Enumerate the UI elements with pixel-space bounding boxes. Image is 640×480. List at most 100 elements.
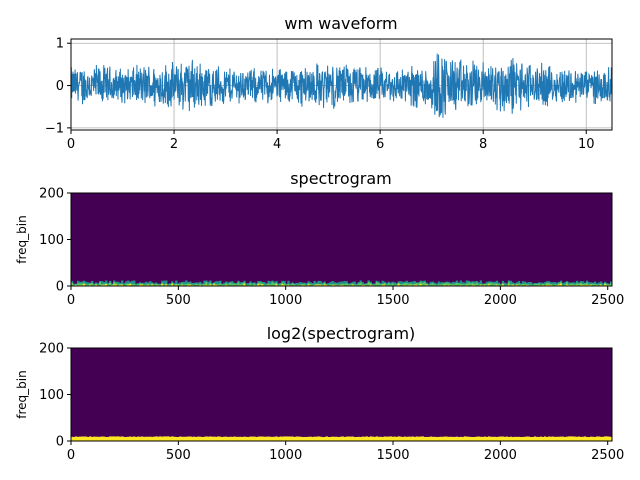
spectrogram-band-cell — [531, 284, 535, 286]
spectrogram-band-cell — [423, 282, 426, 286]
log-spectrogram-band-cell — [75, 436, 78, 441]
log-spectrogram-band-cell — [239, 436, 242, 441]
spectrogram-band-cell — [283, 283, 286, 286]
log-spectrogram-band-cell — [191, 436, 194, 441]
spectrogram-band-cell — [225, 283, 228, 286]
spectrogram-panel: spectrogram 0 500 1000 1500 2000 25000100200 … — [15, 169, 624, 308]
spectrogram-band-cell — [281, 282, 284, 286]
log-spectrogram-band-cell — [547, 436, 551, 441]
spectrogram-band-cell — [405, 283, 408, 286]
spectrogram-band-cell — [263, 284, 266, 286]
log-spectrogram-band-cell — [183, 436, 186, 441]
spectrogram-band-cell — [227, 282, 230, 286]
spectrogram-band-cell — [135, 283, 138, 286]
spectrogram-band-cell — [573, 282, 577, 286]
log-spectrogram-band-cell — [137, 436, 140, 441]
log-spectrogram-band-cell — [299, 436, 302, 441]
spectrogram-band-cell — [89, 284, 92, 286]
spectrogram-band-cell — [581, 284, 585, 286]
spectrogram-band-cell — [503, 282, 507, 286]
log-spectrogram-band-cell — [159, 436, 162, 441]
log-spectrogram-band-cell — [179, 436, 182, 441]
log-spectrogram-band-cell — [543, 436, 547, 441]
log-spectrogram-band-cell — [97, 436, 100, 441]
spectrogram-band-cell — [327, 282, 330, 286]
spectrogram-band-cell — [225, 284, 228, 286]
log-spectrogram-band-cell — [525, 436, 529, 441]
log-spectrogram-band-cell — [413, 436, 416, 441]
log-spectrogram-band-cell — [459, 436, 463, 441]
log-spectrogram-band-cell — [151, 436, 154, 441]
spectrogram-band-cell — [163, 284, 166, 286]
log-spectrogram-band-cell — [95, 436, 98, 441]
spectrogram-band-cell — [543, 284, 547, 286]
spectrogram-band-cell — [129, 284, 132, 286]
spectrogram-band-cell — [541, 284, 545, 286]
spectrogram-band-cell — [557, 284, 561, 286]
log-spectrogram-band-cell — [425, 436, 428, 441]
spectrogram-band-cell — [153, 284, 156, 286]
spectrogram-band-cell — [135, 284, 138, 286]
spectrogram-band-cell — [361, 282, 364, 286]
log-spectrogram-band-cell — [243, 436, 246, 441]
log-spectrogram-band-cell — [485, 436, 489, 441]
spectrogram-band-cell — [125, 283, 128, 286]
log-spectrogram-band-cell — [77, 436, 80, 441]
log-spectrogram-band-cell — [287, 436, 290, 441]
spectrogram-band-cell — [419, 283, 422, 286]
spectrogram-band-cell — [151, 284, 154, 286]
spectrogram-band-cell — [411, 281, 414, 286]
spectrogram-band-cell — [603, 284, 607, 286]
log-spectrogram-band-cell — [367, 436, 370, 441]
spectrogram-band-cell — [249, 283, 252, 286]
spectrogram-band-cell — [385, 282, 388, 286]
spectrogram-band-cell — [321, 282, 324, 286]
spectrogram-band-cell — [115, 283, 118, 286]
log-spectrogram-band-cell — [269, 436, 272, 441]
log-spectrogram-band-cell — [91, 436, 94, 441]
spectrogram-band-cell — [319, 284, 322, 286]
waveform-xtick-label: 10 — [578, 137, 595, 152]
spectrogram-band-cell — [315, 284, 318, 286]
spectrogram-band-cell — [281, 284, 284, 286]
log-spectrogram-band-cell — [257, 436, 260, 441]
spectrogram-band-cell — [141, 284, 144, 286]
spectrogram-band-cell — [123, 284, 126, 286]
spectrogram-band-cell — [485, 283, 489, 286]
spectrogram-band-cell — [553, 284, 557, 286]
spectrogram-band-cell — [569, 283, 573, 286]
spectrogram-band-cell — [201, 284, 204, 286]
spectrogram-band-cell — [85, 281, 88, 286]
log-spectrogram-band-cell — [167, 436, 170, 441]
log-spectrogram-band-cell — [305, 436, 308, 441]
spectrogram-band-cell — [317, 284, 320, 286]
log-spectrogram-band-cell — [83, 436, 86, 441]
log-spectrogram-band-cell — [549, 436, 553, 441]
spectrogram-xtick-label: 0 — [67, 293, 75, 308]
log-spectrogram-band-cell — [399, 436, 402, 441]
log-spectrogram-band-cell — [169, 436, 172, 441]
log-spectrogram-band-cell — [251, 436, 254, 441]
spectrogram-band-cell — [567, 282, 571, 286]
spectrogram-band-cell — [447, 284, 450, 286]
log-spectrogram-title: log2(spectrogram) — [267, 324, 416, 343]
log-spectrogram-band-cell — [487, 436, 491, 441]
log-spectrogram-band-cell — [297, 436, 300, 441]
spectrogram-band-cell — [437, 284, 440, 286]
log-spectrogram-band-cell — [435, 437, 438, 441]
spectrogram-band-cell — [371, 283, 374, 286]
spectrogram-band-cell — [563, 284, 567, 286]
spectrogram-band-cell — [359, 282, 362, 286]
spectrogram-band-cell — [449, 283, 453, 286]
spectrogram-band-cell — [85, 284, 88, 286]
log-spectrogram-band-cell — [203, 436, 206, 441]
spectrogram-band-cell — [101, 284, 104, 286]
log-spectrogram-band-cell — [369, 436, 372, 441]
log-spectrogram-band-cell — [301, 437, 304, 441]
spectrogram-band-cell — [127, 280, 130, 286]
spectrogram-band-cell — [383, 283, 386, 286]
log-spectrogram-band-cell — [357, 436, 360, 441]
log-spectrogram-band-cell — [219, 436, 222, 441]
spectrogram-band-cell — [543, 282, 547, 286]
